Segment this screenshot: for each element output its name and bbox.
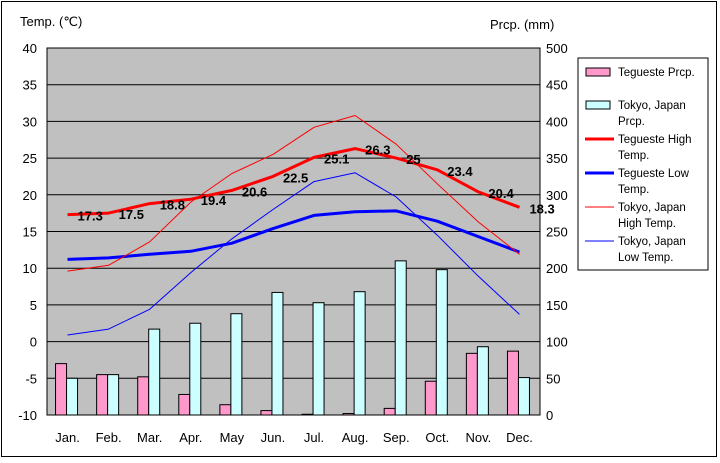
legend-label: Tegueste Prcp. [618,67,695,79]
precip-bar [271,291,284,416]
legend-swatch [585,100,611,110]
data-label: 19.4 [201,193,227,208]
data-label: 20.6 [242,184,267,199]
legend-label: Tokyo, Japan [618,236,686,248]
legend-box [577,57,709,271]
precip-bar [137,376,150,416]
y-right-tick-label: 200 [546,261,568,276]
precip-bar [353,291,366,416]
x-tick-label: Dec. [506,430,533,445]
y-right-tick-label: 450 [546,78,568,93]
data-label: 25.1 [324,151,349,166]
plot-area: -10-505101520253035400501001502002503003… [18,41,568,445]
precip-bar [219,404,232,416]
y-right-tick-label: 50 [546,371,560,386]
legend-label: Tokyo, Japan [618,100,686,112]
x-tick-label: Feb. [96,430,122,445]
data-label: 23.4 [447,164,473,179]
x-tick-label: Sep. [383,430,410,445]
precip-bar [260,410,273,416]
precip-bar [435,269,448,416]
precip-bar [476,346,489,416]
precip-bar [189,322,202,416]
y-left-tick-label: 25 [23,151,37,166]
precip-bar [148,328,161,416]
precip-bar [312,302,325,416]
y-right-tick-label: 0 [546,408,553,423]
data-label: 22.5 [283,170,308,185]
y-left-tick-label: 5 [30,298,37,313]
x-tick-label: Jun. [261,430,286,445]
data-label: 20.4 [488,186,514,201]
y-right-tick-label: 250 [546,225,568,240]
y-left-tick-label: -5 [25,371,37,386]
legend: Tegueste Prcp. Tokyo, Japan Prcp. Tegueste … [577,57,709,271]
data-label: 17.3 [78,209,103,224]
precip-bar [230,313,243,416]
data-label: 18.8 [160,198,185,213]
x-tick-label: Apr. [179,430,202,445]
y-left-tick-label: 35 [23,78,37,93]
x-tick-label: Aug. [342,430,369,445]
chart-frame: Temp. (℃) Prcp. (mm) -10 -5 0 5 10 15 20 25 30 35… [1,1,717,457]
y-left-tick-label: 40 [23,41,37,56]
y-right-tick-label: 400 [546,114,568,129]
y-left-tick-label: 15 [23,225,37,240]
y-right-tick-label: 350 [546,151,568,166]
precip-bar [178,393,191,416]
x-tick-label: Mar. [137,430,162,445]
precip-bar [66,377,79,416]
legend-label: Prcp. [618,116,645,128]
data-label: 26.3 [365,143,390,158]
temperature-line [67,209,521,261]
precip-bar [517,377,530,416]
x-tick-label: Jul. [304,430,324,445]
legend-label: High Temp. [618,218,676,230]
temperature-line [67,172,520,336]
precip-bar [107,374,120,416]
x-tick-label: Oct. [425,430,449,445]
legend-swatch [585,67,611,77]
legend-label: Temp. [618,184,649,196]
data-label: 17.5 [119,207,144,222]
precip-bar [465,352,478,416]
precip-bar [424,380,437,416]
x-tick-label: May [220,430,245,445]
precip-bar [506,350,519,416]
precip-bar [394,260,407,416]
legend-label: Tegueste Low [618,168,690,180]
y-left-tick-label: 10 [23,261,37,276]
y-left-tick-label: -10 [18,408,37,423]
y-left-axis-title: Temp. (℃) [20,14,82,29]
temperature-line [67,115,520,272]
legend-label: Temp. [618,150,649,162]
y-right-axis-title: Prcp. (mm) [490,17,554,32]
y-left-tick-label: 20 [23,188,37,203]
y-right-tick-label: 150 [546,298,568,313]
precip-bar [55,363,68,416]
legend-label: Low Temp. [618,252,673,264]
precip-bar [96,374,109,416]
y-left-tick-label: 30 [23,114,37,129]
y-left-tick-label: 0 [30,335,37,350]
y-right-tick-label: 300 [546,188,568,203]
climate-chart: Temp. (℃) Prcp. (mm) -10 -5 0 5 10 15 20 25 30 35… [18,14,709,445]
y-right-tick-label: 100 [546,335,568,350]
data-label: 18.3 [529,201,554,216]
plot-border [46,47,541,416]
x-tick-label: Nov. [465,430,491,445]
precip-bar [383,407,396,416]
legend-label: Tokyo, Japan [618,202,686,214]
temperature-line [67,147,521,217]
y-right-tick-label: 500 [546,41,568,56]
legend-label: Tegueste High [618,134,692,146]
data-label: 25 [406,152,420,167]
x-tick-label: Jan. [55,430,80,445]
